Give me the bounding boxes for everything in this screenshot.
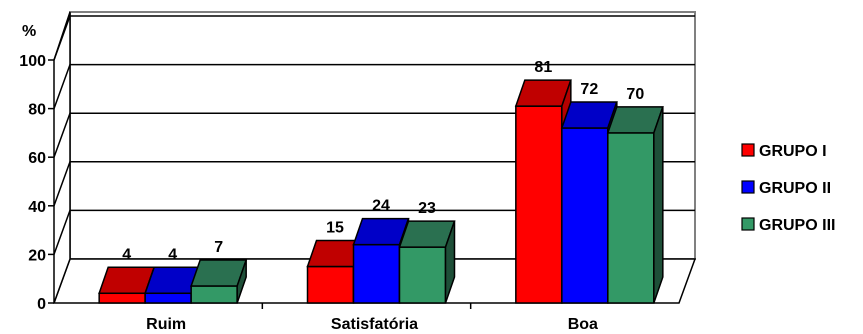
y-tick-label: 40	[28, 199, 46, 216]
bar-front	[144, 292, 192, 304]
y-tick-label: 60	[28, 150, 46, 167]
gridline	[53, 112, 695, 158]
legend-swatch	[741, 180, 755, 194]
category-label: Boa	[568, 316, 598, 333]
bar-front	[98, 292, 146, 304]
data-label: 24	[372, 198, 390, 215]
side-wall	[53, 11, 71, 304]
legend-label: GRUPO II	[759, 180, 831, 197]
gridlines	[53, 15, 695, 255]
data-label: 4	[168, 246, 177, 263]
bar-front	[306, 265, 355, 304]
y-axis-unit-label: %	[22, 23, 36, 40]
legend-item-grupo-i: GRUPO I	[741, 143, 827, 160]
bar-front	[515, 105, 563, 304]
bar-satisfatória-grupo-iii	[398, 220, 456, 304]
bar-side	[653, 106, 664, 304]
gridline	[53, 209, 695, 255]
gridline	[53, 15, 695, 61]
bar-boa-grupo-iii	[606, 106, 664, 304]
bars: 4 4 7 15 24 23 81 72 70	[98, 59, 664, 304]
data-label: 70	[626, 86, 644, 103]
bar-front	[190, 285, 238, 304]
data-label: 72	[580, 81, 598, 98]
category-label: Ruim	[146, 316, 186, 333]
data-label: 23	[418, 200, 436, 217]
bar-ruim-grupo-iii	[190, 259, 248, 304]
bar-front	[561, 127, 609, 304]
bar-front	[398, 246, 447, 304]
y-tick-label: 0	[37, 296, 46, 313]
data-label: 4	[122, 246, 131, 263]
bar-side	[444, 220, 456, 304]
data-label: 81	[534, 59, 552, 76]
bar-front	[352, 243, 401, 304]
y-tick-label: 20	[28, 247, 46, 264]
legend-label: GRUPO III	[759, 217, 835, 234]
category-labels: Ruim Satisfatória Boa	[146, 303, 598, 333]
y-tick-label: 80	[28, 102, 46, 119]
legend-item-grupo-iii: GRUPO III	[741, 217, 835, 234]
legend-swatch	[741, 217, 755, 231]
category-label: Satisfatória	[331, 316, 418, 333]
gridline	[53, 161, 695, 207]
legend-swatch	[741, 143, 755, 157]
bar-front	[607, 132, 655, 304]
data-label: 15	[326, 220, 344, 237]
bar-side	[236, 259, 247, 304]
legend-item-grupo-ii: GRUPO II	[741, 180, 831, 197]
legend-label: GRUPO I	[759, 143, 827, 160]
y-tick-label: 100	[19, 53, 46, 70]
legend: GRUPO I GRUPO II GRUPO III	[741, 143, 835, 234]
y-axis-ticks: 0 20 40 60 80 100	[19, 53, 54, 313]
data-label: 7	[214, 239, 223, 256]
gridline	[53, 63, 695, 109]
